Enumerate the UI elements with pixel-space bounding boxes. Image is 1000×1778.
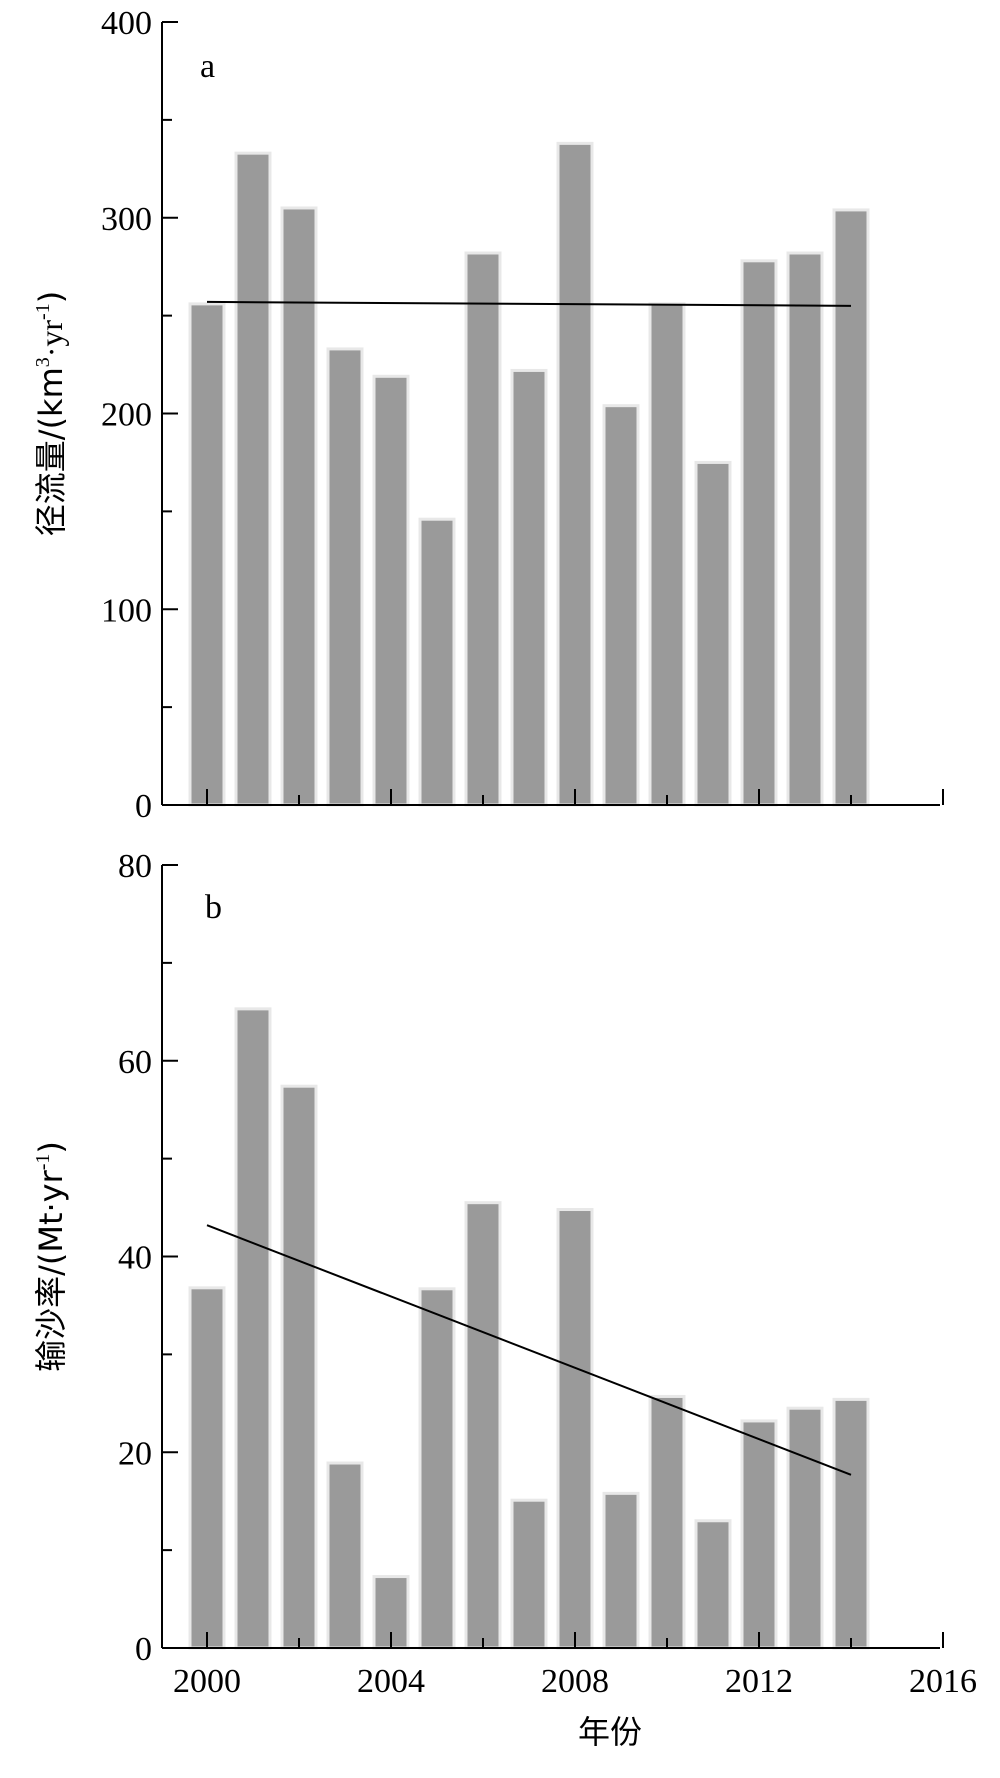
ytick-label-b-2: 40 <box>118 1240 152 1277</box>
bar-a-2004 <box>372 374 410 807</box>
ytick-label-b-0: 0 <box>135 1631 152 1668</box>
bar-a-2010 <box>648 302 686 807</box>
ytick-label-a-3: 300 <box>101 201 152 238</box>
bar-b-2010 <box>648 1394 686 1650</box>
panel-b-bars <box>188 1007 870 1650</box>
bar-b-2008 <box>556 1208 594 1650</box>
panel-b-label: b <box>205 889 222 926</box>
panel-a-y-ticks: 0 100 200 300 400 <box>101 5 178 825</box>
bar-b-2013 <box>786 1406 824 1650</box>
bar-a-2009 <box>602 404 640 807</box>
bar-a-2002 <box>280 206 318 807</box>
panel-a-bars <box>188 141 870 807</box>
bar-a-2012 <box>740 259 778 807</box>
xtick-label-2000: 2000 <box>173 1663 241 1700</box>
ytick-label-b-1: 20 <box>118 1435 152 1472</box>
panel-a-x-ticks <box>206 789 944 805</box>
panel-a-ylabel-end: ) <box>32 291 70 303</box>
panel-b-y-ticks: 0 20 40 60 80 <box>118 848 178 1668</box>
panel-a-ylabel-main: 径流量/(km <box>32 367 70 536</box>
xtick-label-2008: 2008 <box>541 1663 609 1700</box>
bar-b-2011 <box>694 1519 732 1650</box>
panel-b-sediment-chart: 0 20 40 60 80 2000 2004 2008 2012 2016 b 输沙率/(Mt… <box>32 848 977 1751</box>
panel-b-x-ticks: 2000 2004 2008 2012 2016 <box>173 1632 977 1700</box>
bar-a-2014 <box>832 208 870 807</box>
bar-a-2013 <box>786 251 824 807</box>
xtick-label-2012: 2012 <box>725 1663 793 1700</box>
panel-a-runoff-chart: 0 100 200 300 400 a 径流量/(km3·yr-1) <box>32 5 944 825</box>
panel-a-ylabel-mid: ·yr <box>33 320 69 358</box>
panel-b-x-axis-title: 年份 <box>578 1713 642 1751</box>
bar-a-2007 <box>510 368 548 807</box>
panel-a-ylabel-sup2: -1 <box>32 303 54 320</box>
panel-a-ylabel-sup1: 3 <box>32 357 54 367</box>
panel-b-ylabel-sup1: -1 <box>32 1154 54 1171</box>
bar-b-2009 <box>602 1491 640 1650</box>
ytick-label-a-4: 400 <box>101 5 152 42</box>
bar-b-2006 <box>464 1201 502 1650</box>
panel-b-trend-line <box>206 1224 852 1476</box>
bar-b-2007 <box>510 1498 548 1650</box>
xtick-label-2004: 2004 <box>357 1663 425 1700</box>
ytick-label-a-1: 100 <box>101 592 152 629</box>
bar-b-2001 <box>234 1007 272 1650</box>
bar-b-2000 <box>188 1286 226 1650</box>
xtick-label-2016: 2016 <box>909 1663 977 1700</box>
ytick-label-a-2: 200 <box>101 397 152 434</box>
bar-b-2012 <box>740 1419 778 1650</box>
bar-b-2002 <box>280 1084 318 1650</box>
bar-a-2008 <box>556 141 594 807</box>
panel-b-ylabel-main: 输沙率/(Mt·yr <box>32 1169 70 1372</box>
panel-a-label: a <box>200 48 215 85</box>
ytick-label-a-0: 0 <box>135 788 152 825</box>
bar-b-2005 <box>418 1287 456 1650</box>
panel-b-y-axis-title: 输沙率/(Mt·yr-1) <box>32 1141 70 1372</box>
bar-b-2014 <box>832 1397 870 1650</box>
bar-a-2000 <box>188 302 226 807</box>
bar-a-2011 <box>694 460 732 807</box>
ytick-label-b-4: 80 <box>118 848 152 885</box>
bar-b-2003 <box>326 1461 364 1650</box>
bar-a-2005 <box>418 517 456 807</box>
panel-b-ylabel-end: ) <box>32 1141 70 1153</box>
panel-a-y-axis-title: 径流量/(km3·yr-1) <box>32 291 70 536</box>
bar-a-2003 <box>326 347 364 807</box>
ytick-label-b-3: 60 <box>118 1044 152 1081</box>
panel-a-trend-line <box>206 300 852 307</box>
bar-a-2006 <box>464 251 502 807</box>
bar-a-2001 <box>234 151 272 807</box>
